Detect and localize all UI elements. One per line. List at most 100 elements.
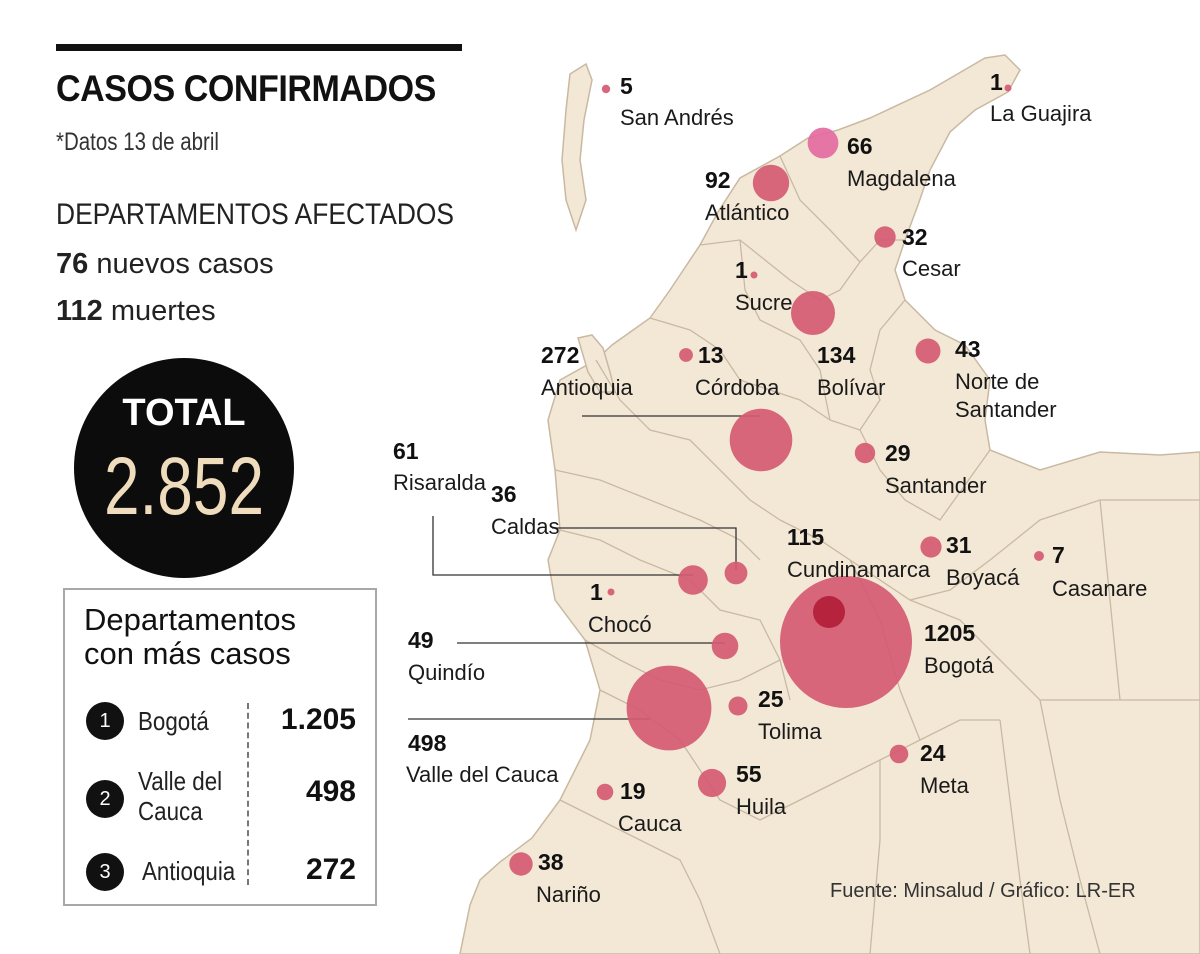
number-risaralda: 61 (393, 438, 419, 464)
label-magdalena: Magdalena (847, 166, 957, 191)
source-credit: Fuente: Minsalud / Gráfico: LR-ER (830, 880, 1136, 902)
number-caldas: 36 (491, 481, 517, 507)
ranking-title-line1: Departamentos (84, 602, 296, 637)
new-cases-line: 76 nuevos casos (56, 248, 274, 281)
label-la-guajira: La Guajira (990, 101, 1092, 126)
label-antioquia: Antioquia (541, 375, 634, 400)
bubble-norte-de-santander (915, 338, 941, 364)
ranking-box (63, 588, 377, 906)
bubble-sucre (750, 271, 758, 279)
bubble-chocó (607, 588, 615, 596)
label-risaralda: Risaralda (393, 470, 487, 495)
deaths-label: muertes (110, 295, 216, 327)
label-san-andres: San Andrés (620, 105, 734, 130)
total-label: TOTAL (122, 392, 246, 434)
number-narino: 38 (538, 849, 564, 875)
leader-caldas (552, 527, 737, 570)
ranking-row: 3 Antioquia 272 (86, 850, 366, 910)
number-cesar: 32 (902, 224, 928, 250)
ranking-row: 2 Valle del Cauca 498 (86, 766, 366, 826)
label-norte-santander-2: Santander (955, 397, 1057, 422)
rank-name: Valle del (138, 766, 223, 796)
bubble-huila (697, 768, 727, 798)
label-cesar: Cesar (902, 256, 961, 281)
number-valle: 498 (408, 730, 447, 756)
section-heading: DEPARTAMENTOS AFECTADOS (56, 198, 455, 231)
number-meta: 24 (920, 740, 946, 766)
number-sucre: 1 (735, 257, 748, 283)
ranking-title: Departamentos con más casos (84, 603, 296, 671)
ranking-divider (247, 703, 249, 885)
number-atlantico: 92 (705, 167, 731, 193)
bubble-cundinamarca (813, 596, 845, 628)
bubble-antioquia (729, 408, 793, 472)
new-cases-value: 76 (56, 248, 89, 280)
number-antioquia: 272 (541, 342, 579, 368)
bubble-caldas (724, 561, 748, 585)
number-magdalena: 66 (847, 133, 873, 159)
bubble-magdalena (807, 127, 839, 159)
bubble-nariño (509, 852, 533, 876)
label-narino: Nariño (536, 882, 601, 907)
bubble-la-guajira (1004, 84, 1012, 92)
number-huila: 55 (736, 761, 762, 787)
label-choco: Chocó (588, 612, 652, 637)
bubble-atlántico (752, 164, 790, 202)
label-huila: Huila (736, 794, 787, 819)
ranking-row: 1 Bogotá 1.205 (86, 700, 366, 760)
label-norte-santander-1: Norte de (955, 369, 1039, 394)
label-bolivar: Bolívar (817, 375, 885, 400)
number-tolima: 25 (758, 686, 784, 712)
number-santander: 29 (885, 440, 911, 466)
number-norte-santander: 43 (955, 336, 981, 362)
land-uraba-peninsula (577, 334, 616, 393)
label-boyaca: Boyacá (946, 565, 1020, 590)
deaths-value: 112 (56, 295, 103, 327)
bubble-meta (889, 744, 909, 764)
deaths-line: 112 muertes (56, 295, 216, 328)
label-bogota: Bogotá (924, 653, 994, 678)
date-note: *Datos 13 de abril (56, 128, 219, 156)
rank-number-badge: 1 (86, 702, 124, 740)
bubble-córdoba (679, 348, 693, 362)
label-cundinamarca: Cundinamarca (787, 557, 931, 582)
number-cundinamarca: 115 (787, 524, 824, 550)
bubble-cesar (874, 226, 896, 248)
rank-value: 498 (305, 775, 356, 808)
number-cauca: 19 (620, 778, 646, 804)
number-boyaca: 31 (946, 532, 972, 558)
label-casanare: Casanare (1052, 576, 1147, 601)
leader-risaralda (432, 516, 693, 576)
label-valle: Valle del Cauca (406, 762, 559, 787)
rank-value: 1.205 (280, 703, 356, 736)
rank-name-line2: Cauca (138, 796, 203, 826)
number-san-andres: 5 (620, 73, 633, 99)
total-value: 2.852 (103, 441, 265, 532)
total-badge (74, 358, 294, 578)
bubble-bogotá (780, 576, 912, 708)
number-bolivar: 134 (817, 342, 856, 368)
new-cases-label: nuevos casos (96, 248, 274, 280)
number-bogota: 1205 (924, 620, 975, 646)
number-quindio: 49 (408, 627, 434, 653)
label-tolima: Tolima (758, 719, 822, 744)
label-cauca: Cauca (618, 811, 682, 836)
bubble-risaralda (678, 565, 708, 595)
label-cordoba: Córdoba (695, 375, 780, 400)
bubble-tolima (728, 696, 748, 716)
bubble-bolívar (791, 291, 835, 335)
label-santander: Santander (885, 473, 987, 498)
top-rule (56, 44, 462, 51)
number-la-guajira: 1 (990, 69, 1003, 95)
rank-number-badge: 3 (86, 853, 124, 891)
label-quindio: Quindío (408, 660, 485, 685)
label-meta: Meta (920, 773, 970, 798)
bubble-valle-del-cauca (626, 665, 712, 751)
label-atlantico: Atlántico (705, 200, 789, 225)
bubble-boyacá (920, 536, 942, 558)
number-choco: 1 (590, 579, 603, 605)
bubble-quindío (711, 632, 739, 660)
label-caldas: Caldas (491, 514, 559, 539)
rank-number-badge: 2 (86, 780, 124, 818)
